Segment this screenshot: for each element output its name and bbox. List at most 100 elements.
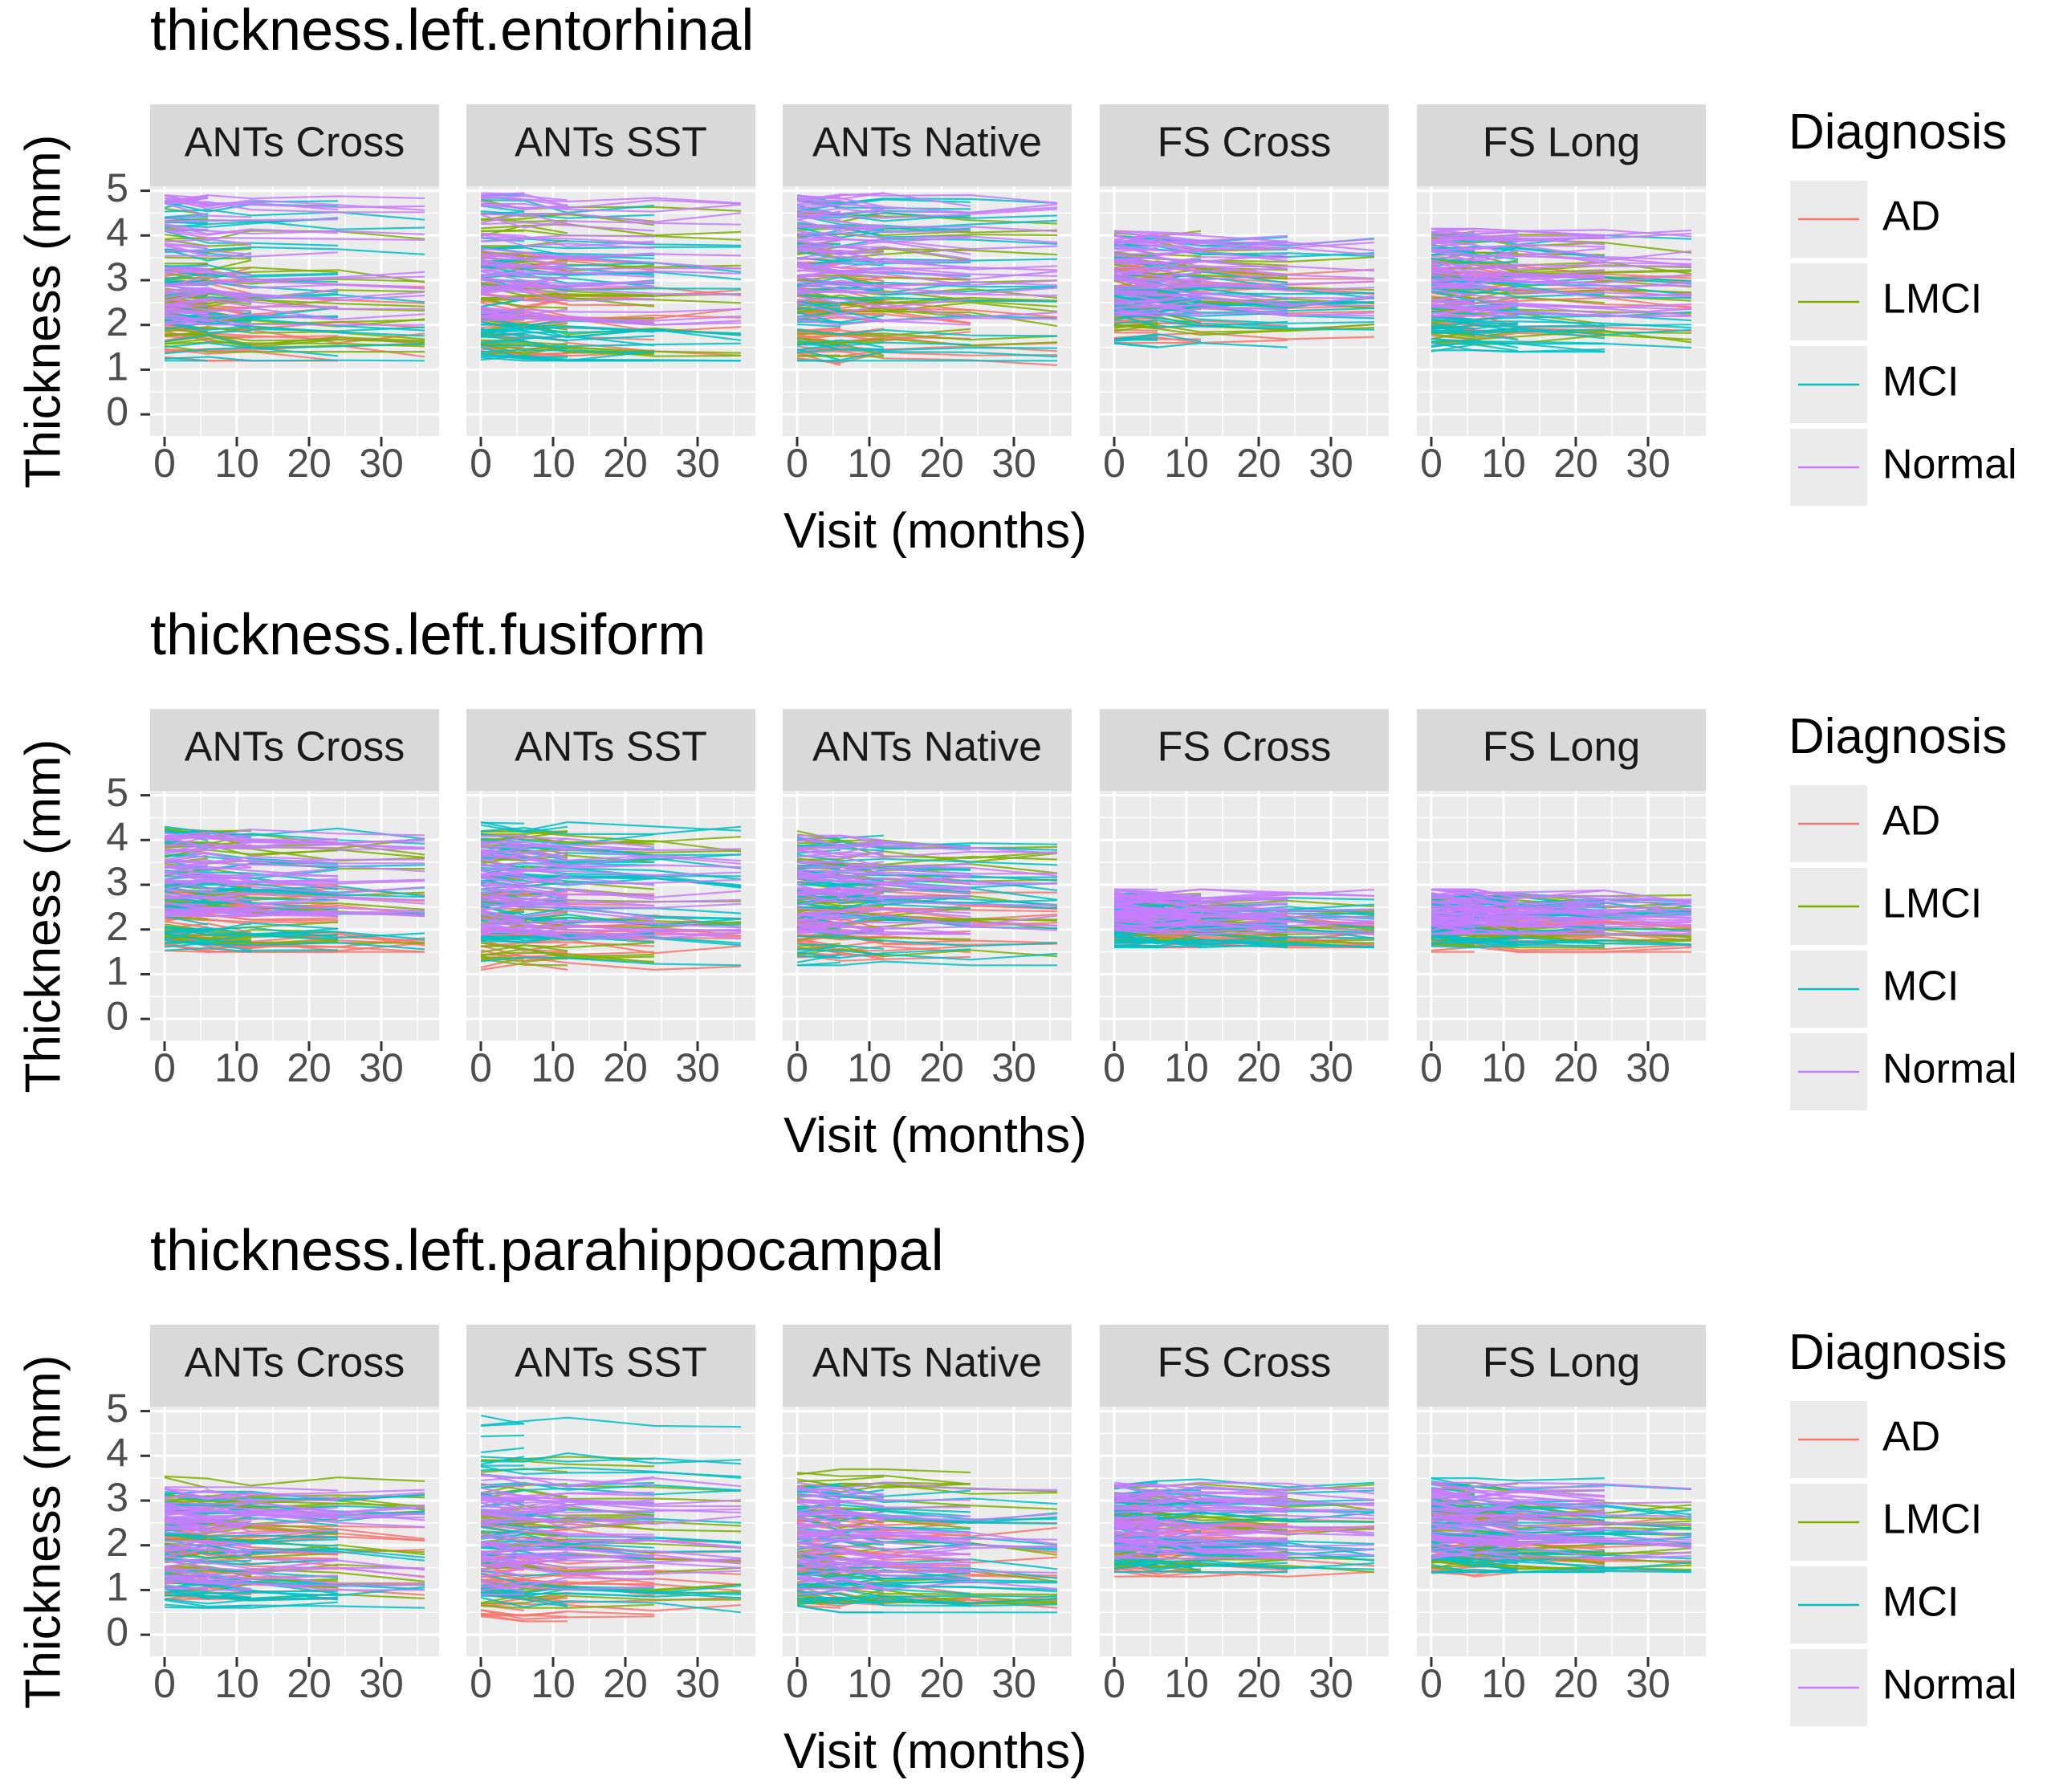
trajectory-normal (164, 888, 252, 895)
trajectory-normal (480, 874, 525, 886)
trajectory-mci (164, 320, 252, 334)
trajectory-normal (164, 265, 209, 270)
x-axis-title: Visit (months) (783, 503, 1087, 559)
trajectory-normal (1113, 1521, 1375, 1536)
trajectories (480, 821, 742, 971)
trajectories (1113, 888, 1375, 949)
x-tick-label: 30 (1626, 1045, 1671, 1090)
trajectory-mci (480, 356, 741, 362)
trajectory-normal (480, 288, 655, 302)
trajectory-mci (1430, 287, 1475, 294)
trajectory-normal (164, 304, 252, 312)
trajectory-normal (796, 877, 971, 890)
trajectory-normal (480, 843, 655, 851)
trajectory-normal (164, 287, 252, 302)
trajectory-mci (1430, 337, 1605, 344)
x-tick-label: 30 (675, 1045, 720, 1090)
trajectory-normal (480, 278, 568, 291)
trajectory-mci (164, 346, 339, 357)
trajectory-normal (1113, 232, 1288, 242)
x-tick-label: 0 (1103, 1045, 1125, 1090)
strip-label: FS Cross (1158, 724, 1332, 771)
trajectory-normal (480, 1546, 525, 1554)
trajectory-normal (164, 879, 339, 884)
trajectory-normal (1430, 1513, 1519, 1523)
trajectory-normal (480, 1554, 742, 1565)
trajectory-mci (480, 245, 742, 250)
trajectory-normal (480, 1580, 525, 1593)
trajectory-normal (1430, 1534, 1692, 1541)
trajectory-mci (480, 956, 742, 967)
trajectory-ad (480, 1613, 568, 1623)
x-tick-label: 30 (1308, 441, 1353, 486)
trajectory-normal (1430, 292, 1475, 302)
trajectory-normal (796, 883, 971, 892)
trajectory-normal (1430, 912, 1475, 917)
trajectory-normal (796, 864, 1058, 877)
trajectory-normal (480, 848, 568, 861)
trajectory-normal (1430, 1517, 1605, 1525)
legend-label: Normal (1882, 1046, 2017, 1093)
trajectory-normal (796, 194, 885, 208)
trajectory-mci (796, 948, 971, 959)
strip-label: FS Cross (1158, 1340, 1332, 1387)
trajectory-normal (1113, 1495, 1375, 1507)
trajectory-mci (164, 209, 425, 221)
x-tick-label: 10 (847, 1045, 892, 1090)
strip-label: ANTs Native (812, 120, 1042, 166)
trajectory-normal (796, 246, 971, 260)
trajectory-normal (480, 1554, 568, 1564)
trajectory-mci (1431, 1568, 1519, 1574)
trajectory-mci (164, 1596, 339, 1605)
trajectory-normal (480, 1567, 742, 1578)
trajectory-normal (796, 269, 1058, 287)
trajectory-normal (480, 1542, 568, 1557)
trajectory-mci (1113, 940, 1375, 948)
trajectory-normal (1113, 255, 1375, 272)
trajectory-normal (796, 315, 971, 326)
trajectory-mci (480, 1596, 742, 1614)
trajectory-mci (1430, 257, 1475, 263)
trajectory-normal (1113, 1509, 1288, 1513)
trajectory-normal (480, 894, 568, 903)
strip (1100, 709, 1389, 791)
strip-label: ANTs Cross (185, 120, 405, 166)
trajectory-normal (796, 1540, 1058, 1550)
trajectory-mci (796, 293, 1058, 303)
trajectory-normal (796, 1500, 971, 1509)
trajectory-mci (480, 1537, 742, 1546)
strip (1417, 709, 1706, 791)
trajectory-normal (1113, 311, 1158, 317)
trajectory-normal (164, 243, 209, 250)
trajectory-normal (480, 1495, 655, 1508)
trajectory-mci (796, 853, 1058, 866)
trajectory-mci (796, 1605, 1057, 1614)
trajectory-normal (480, 294, 525, 299)
trajectory-normal (1113, 255, 1158, 259)
trajectory-normal (1113, 1519, 1202, 1526)
trajectory-normal (796, 1517, 841, 1523)
trajectory-normal (164, 1509, 252, 1517)
trajectory-normal (796, 263, 841, 267)
trajectory-lmci (164, 332, 425, 343)
trajectory-mci (164, 334, 252, 348)
trajectory-mci (164, 939, 425, 951)
trajectory-normal (1430, 1522, 1605, 1541)
trajectory-mci (480, 1456, 742, 1465)
trajectory-normal (164, 1545, 339, 1561)
trajectory-normal (480, 192, 568, 208)
trajectory-normal (796, 287, 885, 295)
trajectory-normal (1113, 287, 1375, 299)
trajectory-normal (1430, 918, 1605, 926)
trajectory-normal (796, 203, 1058, 214)
trajectory-normal (796, 879, 885, 883)
trajectories (480, 1415, 742, 1623)
x-tick-label: 10 (214, 1045, 259, 1090)
trajectory-normal (796, 1586, 885, 1590)
facet-row-1: thickness.left.entorhinal Thickness (mm) 0… (15, 0, 2016, 559)
y-axis-title: Thickness (mm) (15, 739, 71, 1094)
x-tick-label: 30 (359, 1045, 404, 1090)
trajectory-normal (164, 1519, 252, 1527)
trajectory-normal (1430, 1495, 1475, 1506)
y-tick-label: 3 (106, 1475, 128, 1520)
